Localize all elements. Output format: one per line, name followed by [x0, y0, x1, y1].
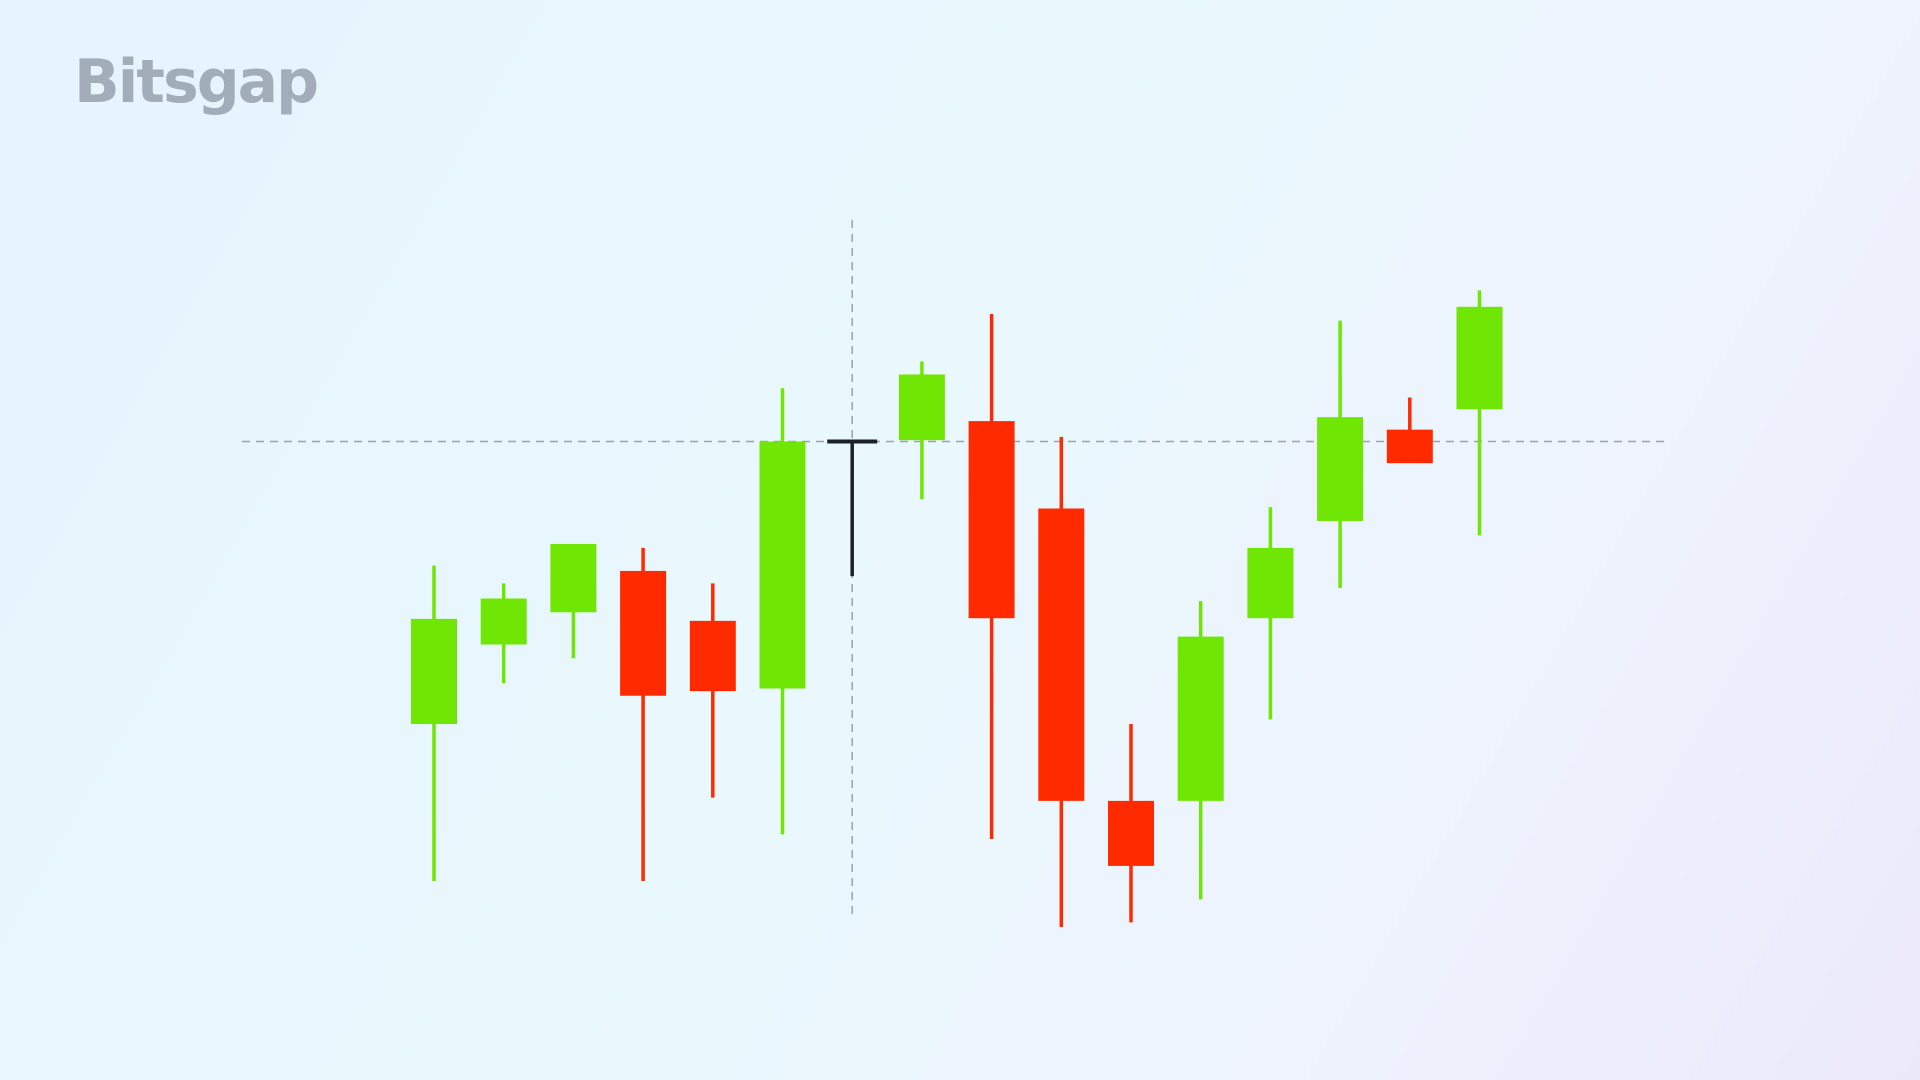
candle-body: [550, 543, 597, 613]
candle-body: [1386, 429, 1433, 464]
candle-body: [689, 620, 736, 692]
candle-body: [411, 618, 457, 724]
candle-body: [1317, 417, 1364, 521]
candle-11: [1108, 723, 1154, 923]
candle-13: [1247, 507, 1294, 720]
candle-body: [620, 570, 667, 696]
candle-2: [480, 583, 527, 684]
candle-1: [411, 565, 457, 882]
candle-5: [689, 583, 736, 798]
candle-15: [1386, 397, 1433, 464]
candle-3: [550, 543, 597, 659]
candle-body: [759, 441, 806, 689]
candle-7: [827, 439, 878, 577]
candle-body: [1038, 508, 1085, 801]
candles-group: [411, 290, 1503, 927]
candle-body: [1456, 306, 1503, 410]
candle-body: [480, 598, 527, 645]
candle-8: [898, 361, 945, 500]
candle-6: [759, 388, 806, 835]
candle-body: [1177, 636, 1224, 801]
candle-12: [1177, 601, 1224, 900]
candle-16: [1456, 290, 1503, 536]
candle-10: [1038, 436, 1085, 927]
candle-9: [968, 314, 1015, 839]
candle-body: [968, 421, 1015, 619]
candle-body: [898, 374, 945, 441]
candle-4: [620, 547, 667, 882]
bitsgap-logo: Bitsgap: [74, 47, 319, 117]
candle-body: [1247, 547, 1294, 619]
candle-14: [1317, 320, 1364, 588]
crosshair: [242, 220, 1668, 920]
candle-body: [1108, 800, 1154, 866]
